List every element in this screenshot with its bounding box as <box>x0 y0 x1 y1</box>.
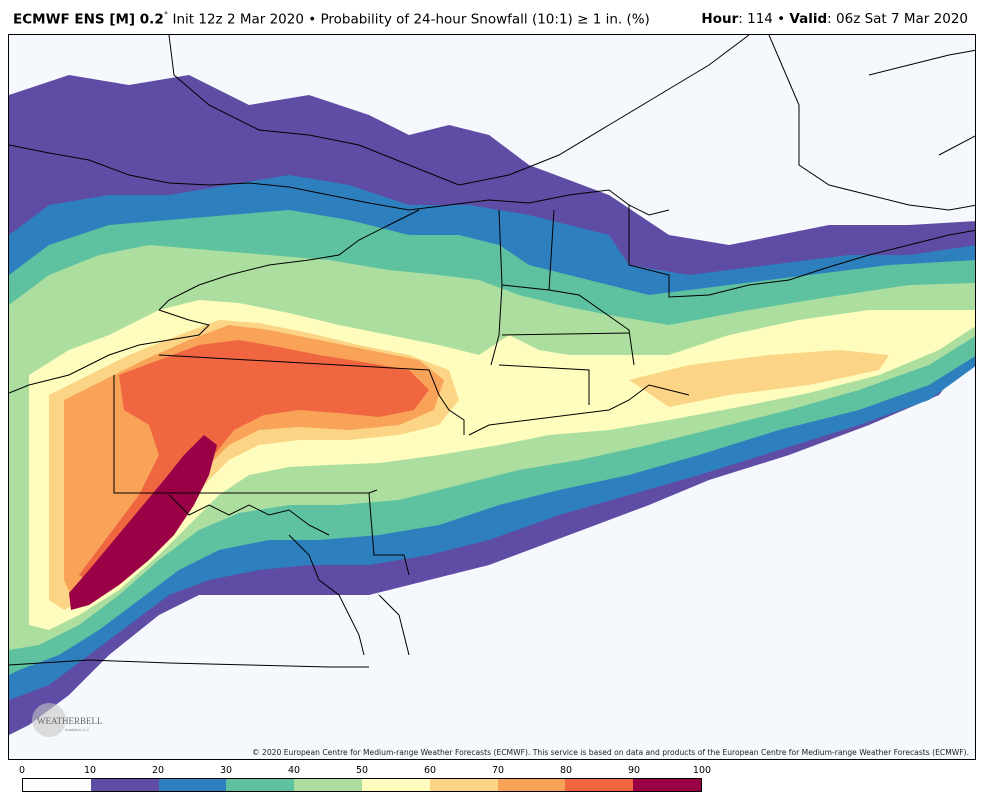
legend-swatch <box>633 779 701 791</box>
valid-time: Hour: 114 • Valid: 06z Sat 7 Mar 2020 <box>701 11 968 27</box>
hour-label: Hour <box>701 11 739 27</box>
legend-tick-label: 90 <box>627 765 641 776</box>
legend-tick-label: 10 <box>83 765 97 776</box>
valid-value: : 06z Sat 7 Mar 2020 <box>827 11 968 27</box>
legend-swatch <box>294 779 362 791</box>
geographic-boundaries <box>9 35 975 668</box>
valid-label: Valid <box>789 11 828 27</box>
logo-text: WEATHERBELL <box>37 716 103 726</box>
hour-value: : 114 • <box>738 11 790 27</box>
map-canvas: WEATHERBELL Analytics LLC <box>9 35 975 737</box>
model-label: ECMWF ENS [M] 0.2 <box>13 11 164 28</box>
legend-swatch <box>497 779 566 791</box>
legend-swatch <box>90 779 159 791</box>
legend-swatch <box>429 779 498 791</box>
copyright-credit: © 2020 European Centre for Medium-range … <box>252 748 969 757</box>
map-description: Init 12z 2 Mar 2020 • Probability of 24-… <box>168 11 650 28</box>
legend-swatch <box>361 779 430 791</box>
degree-symbol: ° <box>163 11 169 21</box>
legend-bar <box>22 778 702 792</box>
logo-subtext: Analytics LLC <box>65 727 90 732</box>
legend-swatch <box>23 779 91 791</box>
legend-tick-label: 0 <box>18 765 26 776</box>
legend-tick-label: 60 <box>423 765 437 776</box>
map-title: ECMWF ENS [M] 0.2° Init 12z 2 Mar 2020 •… <box>13 11 650 28</box>
title-bar: ECMWF ENS [M] 0.2° Init 12z 2 Mar 2020 •… <box>0 0 984 34</box>
legend-tick-label: 100 <box>692 765 712 776</box>
contour-90 <box>69 435 217 610</box>
snowfall-probability-map: WEATHERBELL Analytics LLC © 2020 Europea… <box>8 34 976 760</box>
legend-swatch <box>158 779 227 791</box>
legend-tick-label: 80 <box>559 765 573 776</box>
legend-ticks: 0 10 20 30 40 50 60 70 80 90 100 <box>18 765 711 777</box>
legend-tick-label: 70 <box>491 765 505 776</box>
legend-tick-label: 50 <box>355 765 369 776</box>
legend-tick-label: 40 <box>287 765 301 776</box>
legend-swatch <box>565 779 634 791</box>
legend-tick-label: 30 <box>219 765 233 776</box>
legend-swatch <box>226 779 295 791</box>
color-legend: 0 10 20 30 40 50 60 70 80 90 100 <box>18 765 711 795</box>
legend-tick-label: 20 <box>151 765 165 776</box>
weatherbell-logo: WEATHERBELL Analytics LLC <box>32 703 103 737</box>
